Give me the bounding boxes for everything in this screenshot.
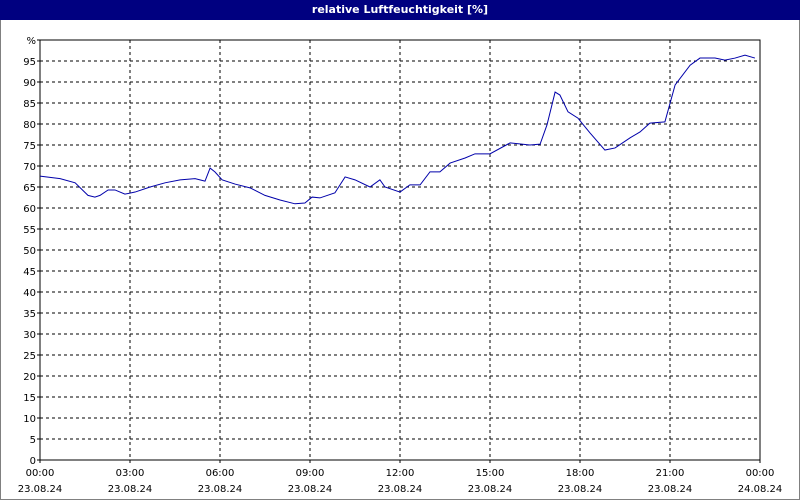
x-tick-label: 03:00 — [116, 468, 145, 479]
y-tick-label: % — [26, 36, 36, 47]
y-tick-label: 65 — [23, 183, 36, 194]
x-tick-date: 23.08.24 — [288, 484, 333, 495]
y-tick-label: 95 — [23, 57, 36, 68]
y-tick-label: 50 — [23, 246, 36, 257]
y-tick-label: 10 — [23, 414, 36, 425]
y-tick-label: 90 — [23, 78, 36, 89]
x-tick-date: 23.08.24 — [558, 484, 603, 495]
y-tick-label: 60 — [23, 204, 36, 215]
x-tick-label: 06:00 — [206, 468, 235, 479]
y-tick-label: 85 — [23, 99, 36, 110]
x-tick-label: 09:00 — [296, 468, 325, 479]
y-tick-label: 45 — [23, 267, 36, 278]
x-tick-date: 23.08.24 — [648, 484, 693, 495]
x-tick-date: 23.08.24 — [18, 484, 63, 495]
y-tick-label: 40 — [23, 288, 36, 299]
y-tick-label: 5 — [30, 435, 36, 446]
y-tick-label: 75 — [23, 141, 36, 152]
x-tick-date: 23.08.24 — [378, 484, 423, 495]
x-tick-label: 00:00 — [26, 468, 55, 479]
x-tick-label: 15:00 — [476, 468, 505, 479]
y-tick-label: 25 — [23, 351, 36, 362]
y-tick-label: 0 — [30, 456, 36, 467]
x-tick-label: 21:00 — [656, 468, 685, 479]
x-tick-label: 18:00 — [566, 468, 595, 479]
y-tick-label: 70 — [23, 162, 36, 173]
y-tick-label: 35 — [23, 309, 36, 320]
x-tick-label: 12:00 — [386, 468, 415, 479]
y-tick-label: 30 — [23, 330, 36, 341]
y-tick-label: 15 — [23, 393, 36, 404]
x-tick-date: 24.08.24 — [738, 484, 783, 495]
data-line — [39, 54, 756, 205]
chart-title: relative Luftfeuchtigkeit [%] — [312, 3, 488, 16]
x-tick-date: 23.08.24 — [198, 484, 243, 495]
x-tick-date: 23.08.24 — [468, 484, 513, 495]
y-tick-label: 55 — [23, 225, 36, 236]
x-tick-label: 00:00 — [746, 468, 775, 479]
y-tick-label: 80 — [23, 120, 36, 131]
y-tick-label: 20 — [23, 372, 36, 383]
title-bar — [0, 0, 800, 20]
x-tick-date: 23.08.24 — [108, 484, 153, 495]
